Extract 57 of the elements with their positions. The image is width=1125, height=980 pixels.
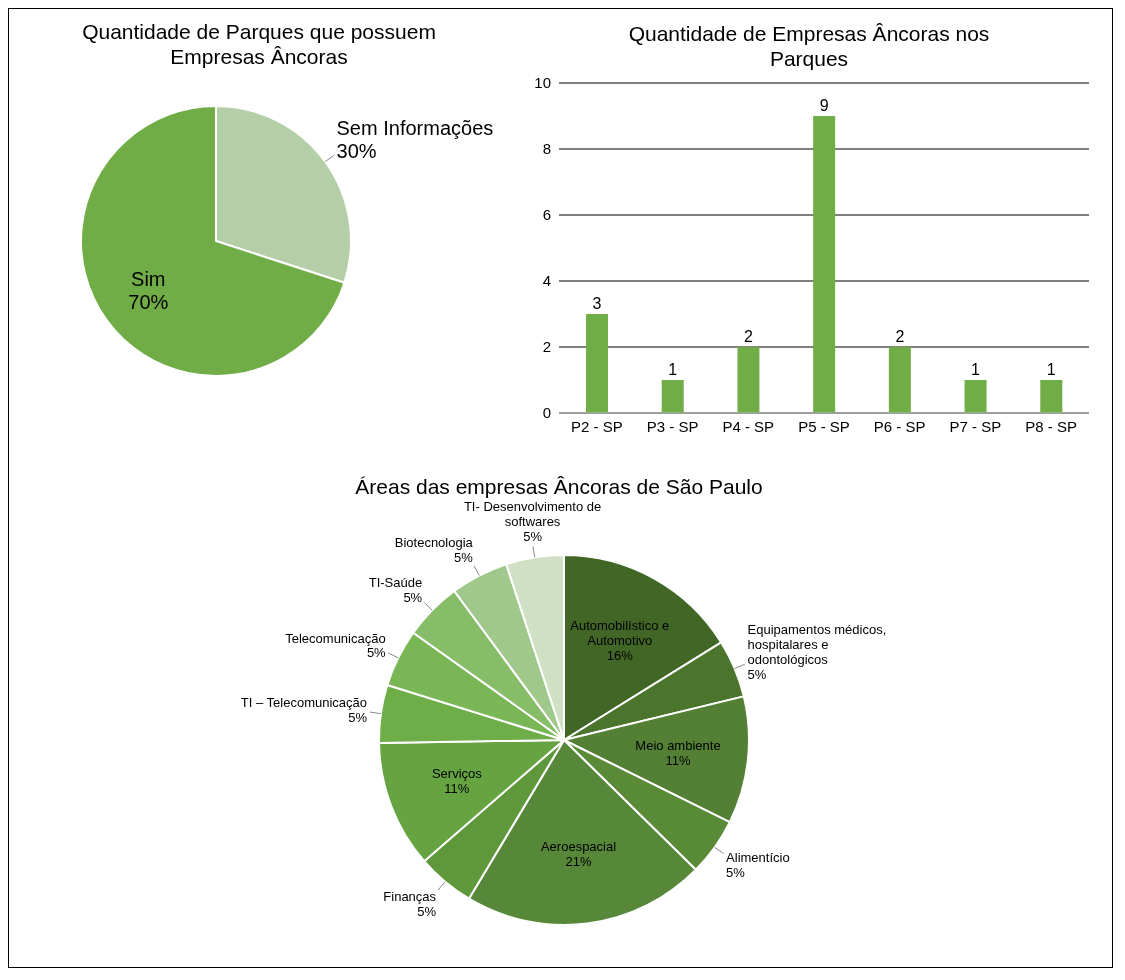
bar <box>586 314 608 413</box>
data-label: 9 <box>819 97 829 114</box>
data-label: 2 <box>895 328 905 345</box>
slice-label: Serviços <box>431 765 483 781</box>
slice-label: Sem Informações <box>336 117 494 140</box>
data-label: 11% <box>665 752 691 768</box>
data-label: 21% <box>565 853 592 869</box>
bar <box>1040 380 1063 413</box>
y-tick-label: 4 <box>542 272 551 290</box>
slice-label: Aeroespacial <box>540 838 617 854</box>
slice-label: Sim <box>131 267 166 290</box>
data-label: 3 <box>592 295 602 312</box>
y-tick-label: 8 <box>542 140 551 158</box>
slice-label: TI – Telecomunicação <box>240 694 368 710</box>
data-label: 5% <box>726 864 746 880</box>
data-label: 2 <box>743 328 753 345</box>
chart-title: Áreas das empresas Âncoras de São Paulo <box>354 474 764 500</box>
slice-label: Telecomunicação <box>285 630 386 646</box>
x-tick-label: P7 - SP <box>949 417 1002 435</box>
slice-label: Finanças <box>383 888 437 904</box>
slice-label: Meio ambiente <box>635 737 721 753</box>
slice-label: TI- Desenvolvimento de softwares <box>463 498 602 529</box>
x-tick-label: P5 - SP <box>798 417 850 435</box>
data-label: 11% <box>444 780 470 796</box>
data-label: 1 <box>1046 361 1056 378</box>
data-label: 5% <box>523 528 543 544</box>
slice-label: Alimentício <box>726 849 790 865</box>
data-label: 30% <box>336 140 377 163</box>
y-tick-label: 10 <box>534 74 551 92</box>
x-tick-label: P2 - SP <box>571 417 623 435</box>
bar <box>737 347 760 413</box>
chart-title: Quantidade de Empresas Âncoras nos Parques <box>627 21 991 73</box>
slice-label: TI-Saúde <box>368 574 423 590</box>
y-tick-label: 0 <box>542 404 551 422</box>
data-label: 70% <box>128 290 169 313</box>
data-label: 5% <box>348 709 368 725</box>
slice-label: Automobilístico e Automotivo <box>570 617 670 648</box>
x-tick-label: P8 - SP <box>1025 417 1077 435</box>
x-tick-label: P6 - SP <box>873 417 926 435</box>
bar <box>888 347 911 413</box>
bar <box>813 116 836 413</box>
data-label: 16% <box>606 647 634 663</box>
slice-label: Biotecnologia <box>394 534 474 550</box>
x-tick-label: P3 - SP <box>646 417 699 435</box>
x-tick-label: P4 - SP <box>722 417 775 435</box>
chart-title: Quantidade de Parques que possuem Empresas Âncoras <box>81 19 437 71</box>
bar <box>964 380 987 413</box>
data-label: 1 <box>971 361 981 378</box>
data-label: 5% <box>747 666 767 682</box>
data-label: 5% <box>454 549 474 565</box>
data-label: 5% <box>403 589 423 605</box>
data-label: 5% <box>417 903 437 919</box>
y-tick-label: 6 <box>542 206 551 224</box>
slice-label: Equipamentos médicos, hospitalares e odontológicos <box>747 621 887 667</box>
bar <box>661 380 684 413</box>
y-tick-label: 2 <box>542 338 551 356</box>
data-label: 1 <box>668 361 678 378</box>
